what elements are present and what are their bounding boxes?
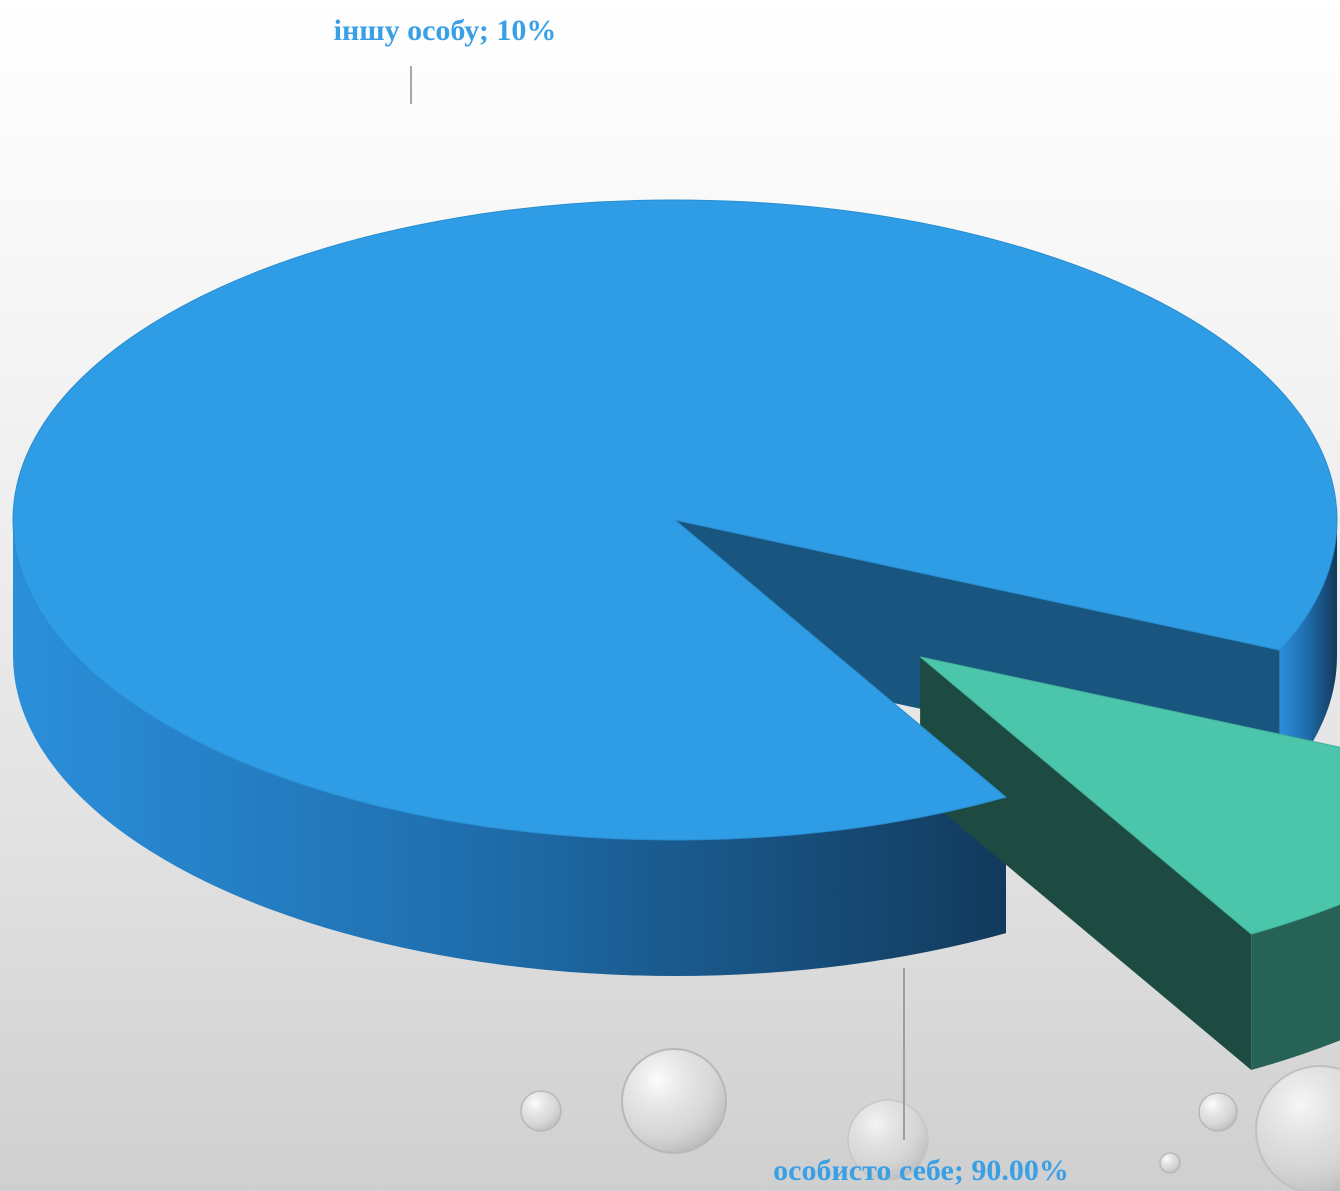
data-label-self: особисто себе; 90.00%: [773, 1154, 1069, 1187]
pie-slice-other: [919, 656, 1340, 935]
pie-slice-other-cut-wall-1: [920, 656, 1252, 1071]
data-label-other: іншу особу; 10%: [334, 14, 557, 47]
decorative-drops: [520, 1048, 1340, 1191]
pie-slice-self-rim: [13, 520, 1006, 976]
pie-slice-self: [12, 199, 1338, 841]
pie-slice-other-rim: [1251, 904, 1340, 1071]
